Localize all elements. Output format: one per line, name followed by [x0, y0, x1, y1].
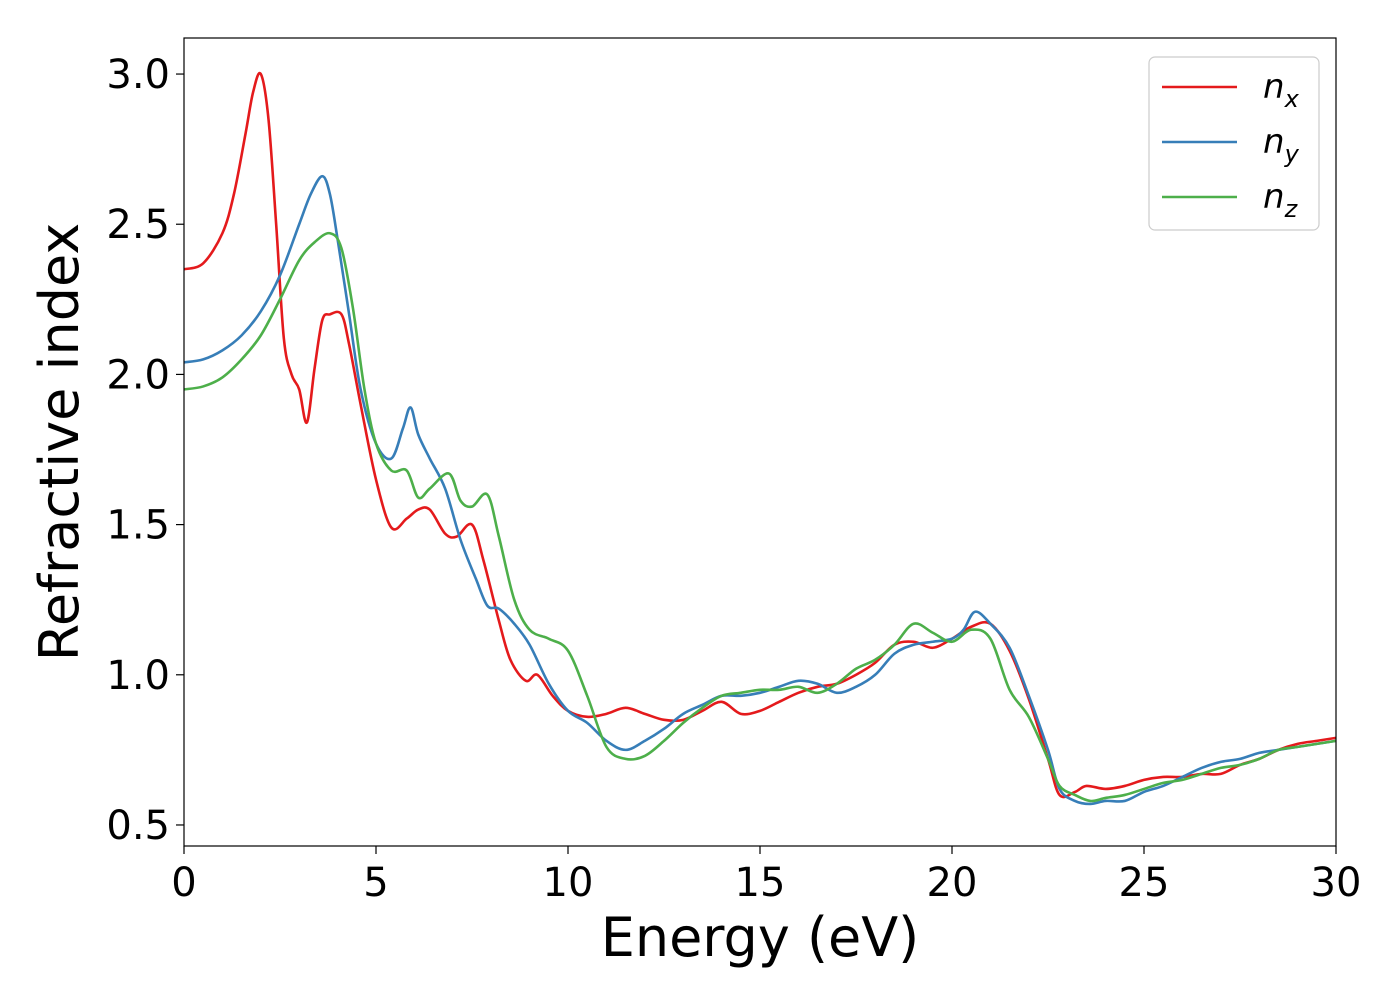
x-tick-label: 15	[735, 860, 786, 906]
y-tick-label: 2.5	[106, 202, 170, 248]
x-tick-label: 0	[171, 860, 196, 906]
x-tick-label: 5	[363, 860, 388, 906]
y-axis-ticks: 0.5 1.0 1.5 2.0 2.5 3.0	[106, 52, 184, 849]
y-tick-label: 1.0	[106, 653, 170, 699]
legend-label-z: nz	[1263, 177, 1299, 223]
series-line-z	[184, 231, 1336, 803]
y-tick-label: 0.5	[106, 803, 170, 849]
y-tick-label: 1.5	[106, 503, 170, 549]
x-tick-label: 30	[1311, 860, 1362, 906]
legend-label-y: ny	[1263, 122, 1300, 168]
legend-box	[1148, 56, 1320, 231]
series-line-y	[184, 174, 1336, 806]
x-tick-label: 20	[927, 860, 978, 906]
x-axis-label: Energy (eV)	[601, 906, 920, 969]
series-line-x	[184, 71, 1336, 799]
legend: nx ny nz	[1148, 56, 1320, 231]
series-lines	[184, 71, 1336, 806]
y-tick-label: 2.0	[106, 352, 170, 398]
y-tick-label: 3.0	[106, 52, 170, 98]
y-axis-label: Refractive index	[28, 223, 91, 662]
x-tick-label: 25	[1119, 860, 1170, 906]
x-tick-label: 10	[543, 860, 594, 906]
legend-label-x: nx	[1263, 67, 1300, 113]
x-axis-ticks: 0 5 10 15 20 25 30	[171, 846, 1361, 906]
